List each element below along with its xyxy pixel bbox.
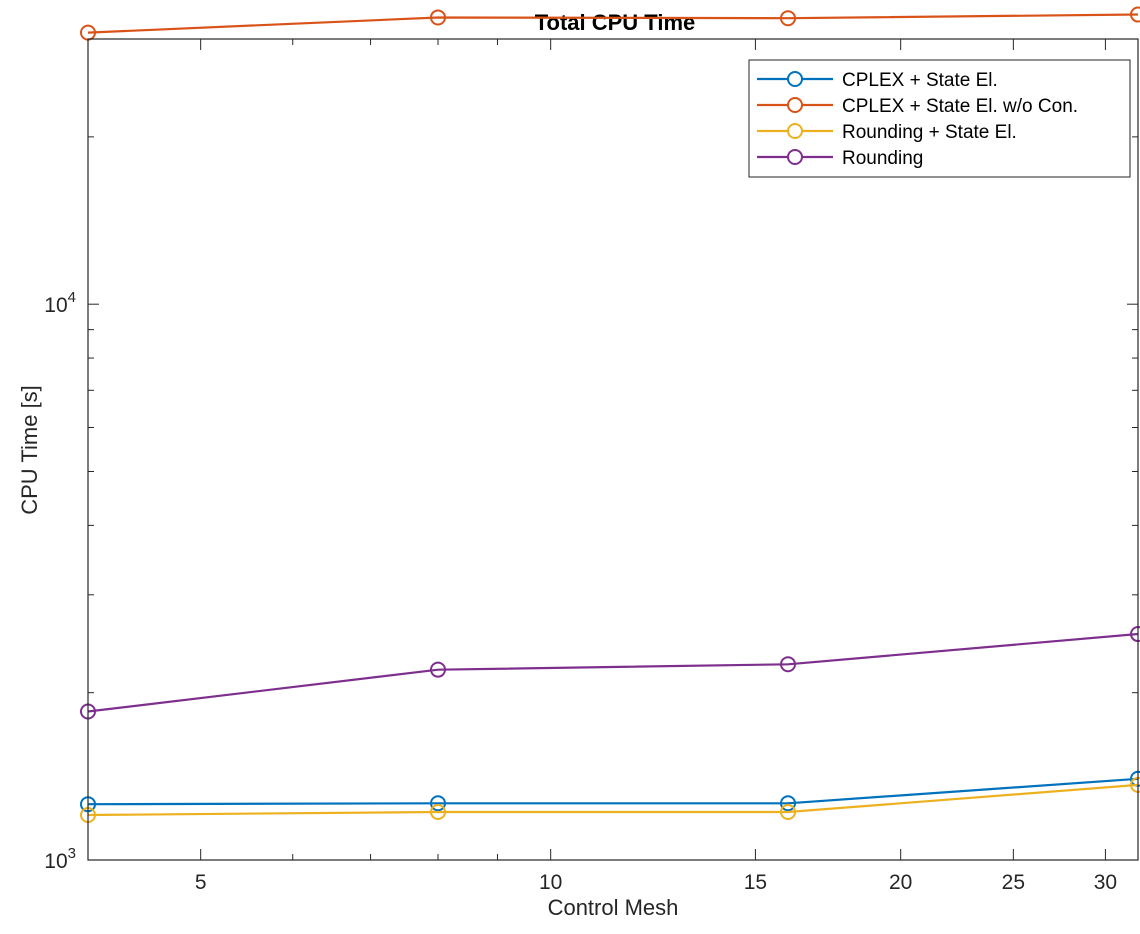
- data-point-marker: [430, 804, 446, 821]
- y-tick-labels: 103 104: [44, 289, 76, 873]
- legend-label: Rounding: [842, 148, 923, 169]
- x-tick-label: 15: [744, 871, 767, 894]
- x-tick-label: 20: [889, 871, 912, 894]
- y-axis-label: CPU Time [s]: [17, 385, 42, 515]
- data-point-marker: [430, 795, 446, 812]
- series-lines: [80, 6, 1140, 823]
- data-point-marker: [780, 10, 796, 27]
- plot-frame: [87, 38, 1139, 861]
- x-tick-label: 5: [195, 871, 207, 894]
- data-point-marker: [780, 656, 796, 673]
- legend-label: CPLEX + State El. w/o Con.: [842, 96, 1078, 117]
- legend-marker: [787, 123, 803, 139]
- legend-marker: [787, 149, 803, 165]
- data-point-marker: [780, 804, 796, 821]
- y-tick-label: 103: [44, 845, 76, 873]
- legend: CPLEX + State El. CPLEX + State El. w/o C…: [748, 59, 1131, 178]
- series-line: [87, 783, 1139, 817]
- series-line: [87, 13, 1139, 34]
- chart-title: Total CPU Time: [535, 10, 696, 35]
- y-tick-label: 104: [44, 289, 76, 317]
- x-tick-labels: 5 10 15 20 25 30: [195, 871, 1117, 894]
- series-1: [80, 6, 1140, 41]
- x-tick-label: 30: [1094, 871, 1117, 894]
- legend-label: CPLEX + State El.: [842, 70, 998, 91]
- data-point-marker: [430, 9, 446, 26]
- data-point-marker: [780, 795, 796, 812]
- series-2: [80, 776, 1140, 823]
- legend-marker: [787, 97, 803, 113]
- x-tick-label: 25: [1002, 871, 1025, 894]
- x-axis-label: Control Mesh: [548, 895, 679, 920]
- legend-label: Rounding + State El.: [842, 122, 1017, 143]
- data-point-marker: [1130, 6, 1140, 23]
- x-tick-label: 10: [539, 871, 562, 894]
- data-point-marker: [430, 661, 446, 678]
- legend-marker: [787, 71, 803, 87]
- series-line: [87, 632, 1139, 713]
- series-line: [87, 777, 1139, 806]
